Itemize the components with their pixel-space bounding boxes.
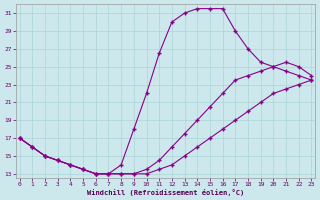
X-axis label: Windchill (Refroidissement éolien,°C): Windchill (Refroidissement éolien,°C) xyxy=(87,189,244,196)
